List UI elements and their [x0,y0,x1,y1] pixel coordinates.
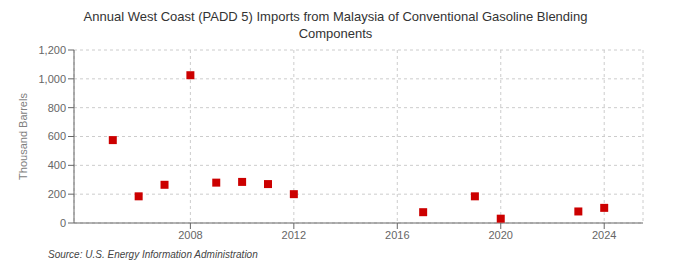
svg-text:2016: 2016 [385,229,409,241]
svg-text:1,000: 1,000 [38,73,66,85]
html-text:Source: U.S. Energy Informatio: Source: U.S. Energy Information Administ… [48,249,258,260]
svg-text:2008: 2008 [178,229,202,241]
svg-text:2020: 2020 [489,229,513,241]
svg-text:2024: 2024 [592,229,616,241]
svg-text:1,200: 1,200 [38,44,66,56]
html-text:Components: Components [298,26,373,41]
svg-text:Thousand Barrels: Thousand Barrels [17,93,29,180]
svg-text:200: 200 [48,188,66,200]
html-text:Annual West Coast (PADD 5) Imp: Annual West Coast (PADD 5) Imports from … [83,9,588,24]
svg-text:800: 800 [48,102,66,114]
svg-text:0: 0 [60,217,66,229]
svg-text:600: 600 [48,130,66,142]
svg-text:2012: 2012 [282,229,306,241]
svg-text:400: 400 [48,159,66,171]
